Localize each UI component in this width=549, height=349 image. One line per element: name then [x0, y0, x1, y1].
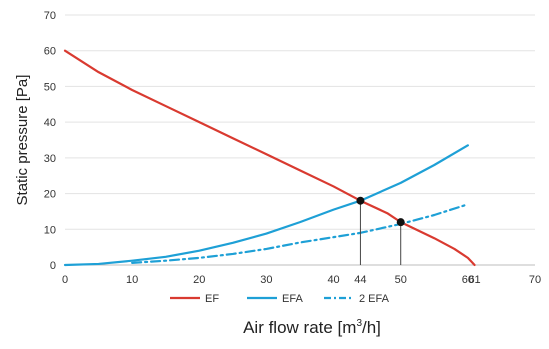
series-line-0 — [63, 49, 476, 267]
y-tick-label: 60 — [44, 46, 56, 58]
grid-lines — [65, 14, 535, 266]
y-tick-label: 70 — [44, 10, 56, 22]
x-tick-label: 40 — [327, 274, 339, 286]
x-axis-label: Air flow rate [m3/h] — [243, 318, 381, 337]
x-tick-label: 0 — [62, 274, 68, 286]
x-axis-label-main: Air flow rate [m — [243, 318, 356, 337]
y-tick-label: 40 — [44, 117, 56, 129]
x-tick-label: 61 — [468, 274, 480, 286]
x-axis-label-end: /h] — [362, 318, 381, 337]
legend-label: EFA — [282, 293, 303, 305]
y-tick-label: 20 — [44, 189, 56, 201]
x-tick-label: 30 — [260, 274, 272, 286]
y-axis-label: Static pressure [Pa] — [14, 75, 31, 206]
x-axis-label-sup: 3 — [356, 318, 362, 329]
y-tick-label: 10 — [44, 224, 56, 236]
legend: EF EFA 2 EFA — [170, 293, 390, 305]
y-tick-label: 0 — [50, 260, 56, 272]
y-tick-label: 50 — [44, 81, 56, 93]
x-tick-label: 60 — [462, 274, 474, 286]
x-tick-label: 20 — [193, 274, 205, 286]
operating-point — [356, 196, 365, 205]
series-line-1 — [63, 144, 469, 267]
plot-area — [63, 49, 476, 267]
operating-point — [396, 218, 405, 227]
x-tick-label: 70 — [529, 274, 541, 286]
y-tick-label: 30 — [44, 153, 56, 165]
series-line-2 — [131, 203, 469, 264]
x-tick-label: 50 — [395, 274, 407, 286]
x-tick-label: 44 — [354, 274, 366, 286]
legend-label: EF — [205, 293, 219, 305]
x-tick-label: 10 — [126, 274, 138, 286]
legend-label: 2 EFA — [359, 293, 390, 305]
